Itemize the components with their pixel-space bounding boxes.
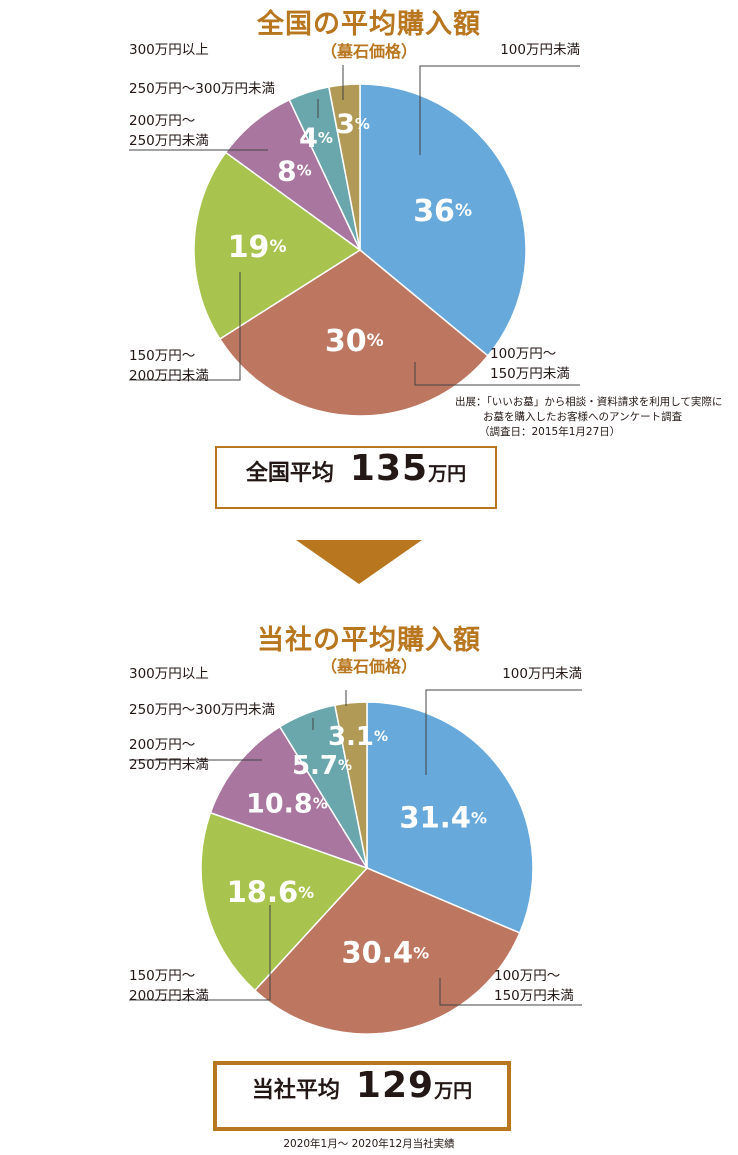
chart1-slice-150-200 <box>193 151 362 340</box>
chart2-label-300plus: 300万円以上 <box>129 666 209 682</box>
chart2-slice-200-250 <box>209 725 369 870</box>
chart1-value-label-under100: 36% <box>413 194 472 229</box>
chart2-value-label-250-300: 5.7% <box>292 751 352 781</box>
chart2-value-label-150-200: 18.6% <box>227 875 315 909</box>
chart2-value-label-200-250: 10.8% <box>246 788 328 819</box>
chart2-label-100-150: 100万円～ 150万円未満 <box>494 968 574 1004</box>
chart1-label-150-200: 150万円～ 200万円未満 <box>129 348 209 384</box>
chart2-title: 当社の平均購入額 <box>257 625 481 656</box>
chart1-label-100-150: 100万円～ 150万円未満 <box>490 346 570 382</box>
chart1-average-unit: 万円 <box>428 463 467 485</box>
chart1-value-label-100-150: 30% <box>325 324 384 359</box>
chart1-value-label-300plus: 3% <box>336 109 370 140</box>
chart1-leader-line-150-200 <box>129 272 241 381</box>
chart1-slice-300plus <box>328 83 361 251</box>
chart1-label-200-250: 200万円～ 250万円未満 <box>129 113 209 149</box>
chart2-footnote: 2020年1月～ 2020年12月当社実績 <box>283 1138 455 1150</box>
chart1-value-label-200-250: 8% <box>277 154 312 187</box>
chart1-source: 出展：「いいお墓」から相談・資料請求を利用して実際に お墓を購入したお客様へのア… <box>455 396 723 438</box>
chart2-label-200-250: 200万円～ 250万円未満 <box>129 737 209 773</box>
chart1-leader-line-under100 <box>419 65 580 155</box>
chart2-slice-under100 <box>366 701 534 934</box>
chart1-label-under100: 100万円未満 <box>500 42 580 58</box>
chart1-value-label-250-300: 4% <box>299 123 333 154</box>
chart1-slice-100-150 <box>218 249 489 417</box>
chart2-average-box: 当社平均 129 万円 <box>213 1061 511 1131</box>
chart1-label-300plus: 300万円以上 <box>129 42 209 58</box>
chart2-leader-line-under100 <box>425 689 582 775</box>
chart2-slice-100-150 <box>253 867 521 1035</box>
chart2-value-label-100-150: 30.4% <box>342 935 430 969</box>
chart2-label-250-300: 250万円～300万円未満 <box>129 702 276 718</box>
chart1-average-box: 全国平均 135 万円 <box>215 446 497 509</box>
chart2-label-under100: 100万円未満 <box>502 666 582 682</box>
chart2-value-label-under100: 31.4% <box>399 801 487 835</box>
chart1-average-label: 全国平均 <box>245 461 334 486</box>
chart2-slice-150-200 <box>200 811 369 992</box>
chart1-label-250-300: 250万円～300万円未満 <box>129 81 276 97</box>
chart2-average-unit: 万円 <box>434 1080 473 1102</box>
chart2-pie-svg: 31.4% 30.4% 18.6% 10.8% 5.7%3.1% <box>129 689 582 1035</box>
chart2-value-label-300plus: 3.1% <box>328 722 388 752</box>
down-arrow-icon <box>296 540 422 584</box>
chart1-average-value: 135 <box>349 448 429 489</box>
chart2-average-value: 129 <box>355 1065 435 1106</box>
chart2-average-label: 当社平均 <box>251 1078 340 1103</box>
chart2-slice-300plus <box>333 701 368 869</box>
chart2-leader-line-150-200 <box>129 905 271 1001</box>
chart1-slice-under100 <box>359 83 527 357</box>
chart1-title: 全国の平均購入額 <box>257 9 481 40</box>
chart2-subtitle: （墓石価格） <box>320 657 417 676</box>
chart1-leader-line-100-150 <box>414 362 580 386</box>
chart1-pie-svg: 36% 30% 19% 8%4% 3% <box>129 65 580 417</box>
chart2-leader-line-100-150 <box>439 978 582 1006</box>
chart1-subtitle: （墓石価格） <box>320 42 417 61</box>
chart1-value-label-150-200: 19% <box>228 229 287 264</box>
chart2-label-150-200: 150万円～ 200万円未満 <box>129 968 209 1004</box>
